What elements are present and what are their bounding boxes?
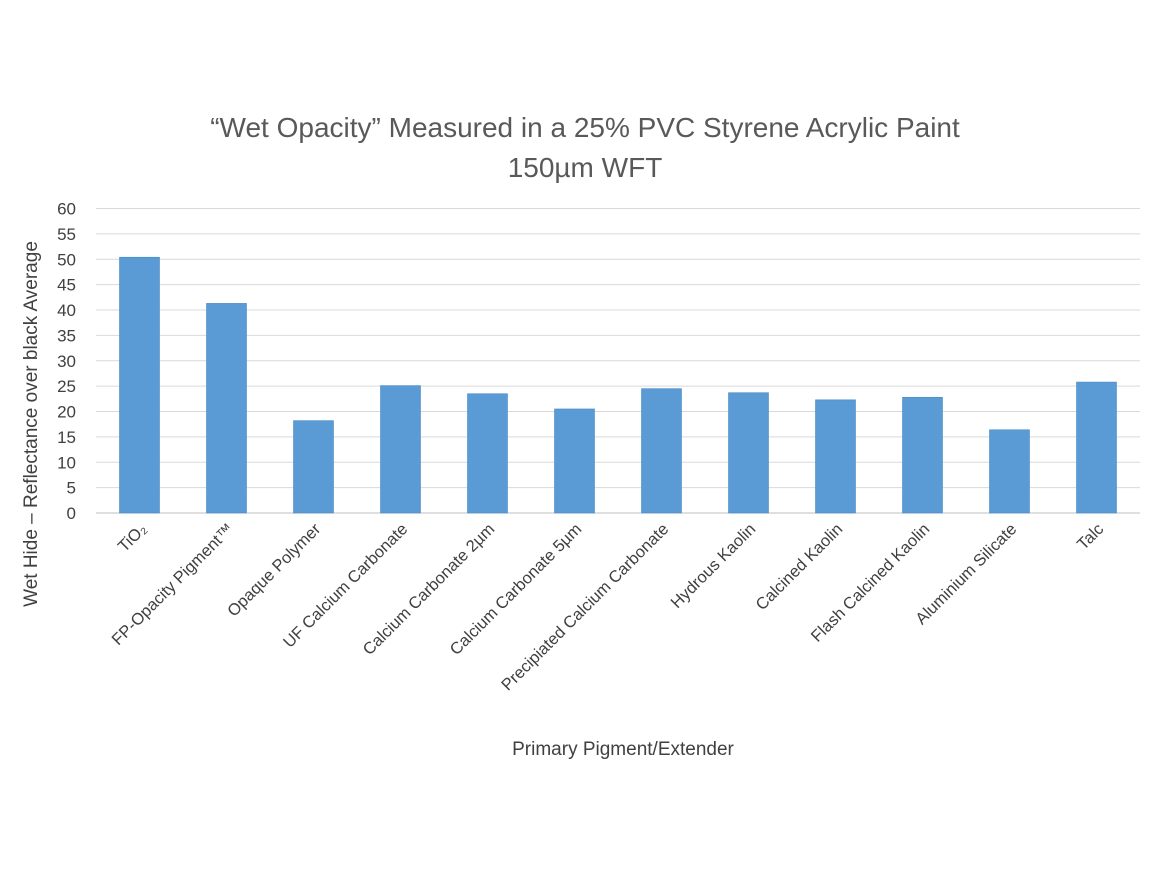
bar (641, 388, 682, 514)
chart-title: “Wet Opacity” Measured in a 25% PVC Styr… (210, 112, 960, 143)
y-tick-label: 5 (67, 479, 76, 498)
y-tick-label: 50 (57, 250, 76, 269)
bar (1076, 381, 1117, 514)
bar (206, 303, 247, 514)
chart-subtitle: 150µm WFT (508, 152, 663, 183)
y-tick-label: 35 (57, 326, 76, 345)
bar (728, 392, 769, 514)
bar (902, 396, 943, 514)
x-category-label: Opaque Polymer (224, 520, 325, 621)
y-tick-label: 15 (57, 428, 76, 447)
bars (119, 256, 1117, 514)
y-tick-label: 20 (57, 403, 76, 422)
x-category-label: Hydrous Kaolin (667, 520, 759, 612)
y-axis-title: Wet Hide – Reflectance over black Averag… (21, 241, 42, 607)
y-tick-label: 45 (57, 276, 76, 295)
bar (989, 429, 1030, 514)
y-tick-label: 25 (57, 377, 76, 396)
bar (815, 399, 856, 514)
x-axis-title: Primary Pigment/Extender (512, 739, 734, 760)
x-category-label: TiO₂ (115, 520, 151, 556)
y-tick-label: 0 (67, 504, 76, 523)
x-category-label: Precipiated Calcium Carbonate (498, 520, 672, 694)
bar (293, 420, 334, 514)
bar (554, 408, 595, 514)
bar (380, 385, 421, 514)
x-category-label: Talc (1074, 520, 1107, 553)
y-tick-label: 30 (57, 352, 76, 371)
y-tick-label: 60 (57, 200, 76, 219)
y-tick-label: 40 (57, 301, 76, 320)
gridlines (96, 208, 1140, 514)
x-category-label: Calcined Kaolin (753, 520, 847, 614)
y-tick-label: 10 (57, 453, 76, 472)
bar (119, 256, 160, 514)
y-tick-label: 55 (57, 225, 76, 244)
y-axis-ticks: 0 5 10 15 20 25 30 35 40 45 50 55 60 (57, 200, 76, 524)
bar (467, 393, 508, 514)
